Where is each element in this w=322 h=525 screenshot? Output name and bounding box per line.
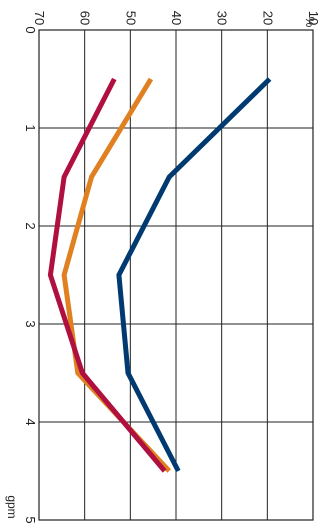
series-line-3 — [47, 77, 167, 473]
y-tick-label: 10 — [306, 11, 321, 25]
y-tick-label: 30 — [215, 11, 230, 25]
series-line-1 — [116, 77, 272, 473]
x-axis-title: gpm — [5, 495, 19, 518]
x-tick-label: 0 — [23, 26, 38, 33]
series-layer — [47, 77, 272, 473]
x-tick-label: 2 — [23, 222, 38, 229]
y-tick-label: 50 — [123, 11, 138, 25]
y-tick-label: 40 — [169, 11, 184, 25]
x-tick-label: 5 — [23, 516, 38, 523]
y-axis-title: % — [303, 17, 317, 28]
x-tick-label: 4 — [23, 418, 38, 425]
x-tick-label: 1 — [23, 124, 38, 131]
grid-layer — [38, 29, 314, 521]
y-tick-label: 60 — [78, 11, 93, 25]
plot-frame — [38, 29, 314, 521]
y-tick-label: 70 — [32, 11, 47, 25]
label-layer: 0 1 2 3 4 5 10 20 30 40 50 60 70 — [23, 11, 321, 524]
y-tick-label: 20 — [260, 11, 275, 25]
x-tick-label: 3 — [23, 320, 38, 327]
